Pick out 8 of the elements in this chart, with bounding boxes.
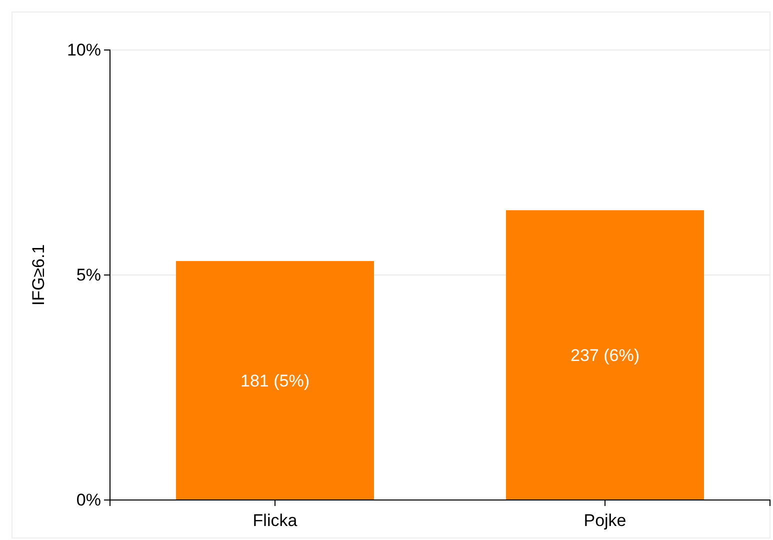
x-tick-label: Flicka xyxy=(252,511,298,530)
y-tick-label: 10% xyxy=(66,40,101,60)
x-tick-label: Pojke xyxy=(584,511,626,530)
y-axis-title: IFG≥6.1 xyxy=(29,244,48,306)
y-tick-label: 0% xyxy=(76,490,101,510)
data-label: 237 (6%) xyxy=(570,346,640,366)
y-tick-label: 5% xyxy=(76,265,101,284)
data-label: 181 (5%) xyxy=(240,372,310,391)
